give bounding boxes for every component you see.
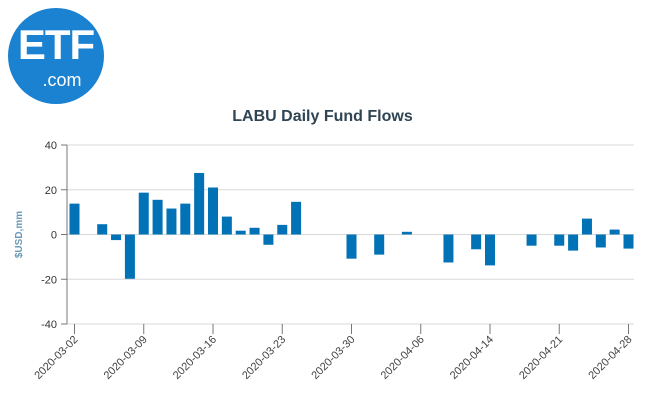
bar-2020-04-08 bbox=[443, 234, 454, 263]
x-tick-label: 2020-04-21 bbox=[517, 334, 565, 382]
bar-2020-04-27 bbox=[609, 229, 620, 235]
bar-2020-04-03 bbox=[401, 231, 412, 235]
y-tick-label: 20 bbox=[45, 185, 57, 197]
bar-2020-03-16 bbox=[208, 187, 218, 235]
x-tick-label: 2020-03-16 bbox=[171, 334, 219, 382]
bar-2020-03-13 bbox=[194, 172, 205, 235]
bar-2020-03-17 bbox=[221, 216, 232, 235]
bar-2020-03-10 bbox=[152, 199, 163, 235]
bar-2020-03-09 bbox=[138, 192, 149, 235]
bar-2020-03-18 bbox=[235, 230, 246, 235]
bar-2020-03-12 bbox=[180, 203, 191, 235]
y-axis-label: $USD,mm bbox=[14, 211, 25, 258]
bar-2020-04-23 bbox=[581, 218, 592, 235]
bar-2020-03-24 bbox=[291, 201, 302, 235]
bar-2020-04-22 bbox=[568, 234, 579, 251]
bar-2020-03-02 bbox=[69, 203, 80, 235]
bar-2020-03-11 bbox=[166, 208, 177, 235]
bar-2020-03-30 bbox=[346, 234, 357, 259]
bar-2020-03-23 bbox=[277, 224, 288, 235]
chart-title: LABU Daily Fund Flows bbox=[232, 108, 413, 125]
y-tick-label: -20 bbox=[41, 274, 57, 286]
y-tick-label: -40 bbox=[41, 319, 57, 331]
bar-2020-03-20 bbox=[263, 234, 274, 245]
bar-2020-04-01 bbox=[374, 234, 385, 255]
x-tick-label: 2020-03-09 bbox=[102, 334, 150, 382]
bar-2020-03-04 bbox=[97, 224, 108, 235]
x-tick-label: 2020-04-28 bbox=[586, 334, 634, 382]
x-tick-label: 2020-03-30 bbox=[309, 334, 357, 382]
bar-2020-04-14 bbox=[485, 234, 495, 266]
bar-2020-03-06 bbox=[124, 234, 135, 279]
x-tick-label: 2020-04-06 bbox=[379, 334, 427, 382]
x-tick-label: 2020-04-14 bbox=[448, 334, 496, 382]
bar-2020-04-24 bbox=[595, 234, 606, 248]
bar-2020-04-13 bbox=[471, 234, 482, 250]
logo-sub-text: .com bbox=[42, 70, 82, 90]
x-tick-label: 2020-03-23 bbox=[240, 334, 288, 382]
etf-logo[interactable]: ETF .com bbox=[8, 8, 104, 104]
bar-2020-04-17 bbox=[526, 234, 537, 246]
bar-2020-04-21 bbox=[554, 234, 565, 246]
x-tick-label: 2020-03-02 bbox=[32, 334, 80, 382]
y-tick-label: 0 bbox=[51, 230, 57, 242]
bar-2020-03-05 bbox=[111, 234, 122, 241]
bar-2020-04-28 bbox=[623, 234, 634, 249]
logo-main-text: ETF bbox=[17, 21, 95, 68]
bar-2020-03-19 bbox=[249, 227, 260, 235]
y-tick-label: 40 bbox=[45, 140, 57, 152]
